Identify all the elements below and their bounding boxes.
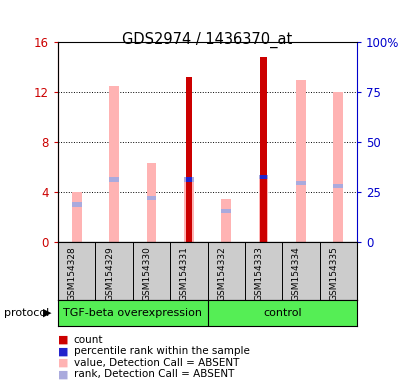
Text: ■: ■ (58, 335, 68, 345)
Bar (259, 177, 269, 242)
Text: count: count (74, 335, 103, 345)
Text: TGF-beta overexpression: TGF-beta overexpression (63, 308, 202, 318)
Text: GSM154331: GSM154331 (180, 247, 189, 301)
Text: ▶: ▶ (43, 308, 51, 318)
Bar (221, 200, 231, 242)
Bar (260, 175, 267, 179)
Bar (186, 77, 192, 242)
Text: rank, Detection Call = ABSENT: rank, Detection Call = ABSENT (74, 369, 234, 379)
Text: ■: ■ (58, 358, 68, 368)
Text: GSM154334: GSM154334 (292, 247, 301, 301)
Bar (109, 177, 119, 182)
Bar (259, 175, 269, 179)
Bar (146, 196, 156, 200)
Text: GSM154332: GSM154332 (217, 247, 226, 301)
Text: GSM154330: GSM154330 (142, 247, 151, 301)
Text: value, Detection Call = ABSENT: value, Detection Call = ABSENT (74, 358, 239, 368)
Bar (333, 184, 343, 188)
Bar (221, 209, 231, 213)
Bar (260, 57, 267, 242)
Bar (296, 181, 306, 185)
Bar (72, 192, 82, 242)
Text: GSM154329: GSM154329 (105, 247, 114, 301)
Bar (72, 202, 82, 207)
Text: GSM154333: GSM154333 (254, 247, 264, 301)
Text: GSM154335: GSM154335 (329, 247, 338, 301)
Text: protocol: protocol (4, 308, 49, 318)
Bar (186, 177, 192, 182)
Text: ■: ■ (58, 346, 68, 356)
Bar (184, 177, 194, 182)
Text: ■: ■ (58, 369, 68, 379)
Text: percentile rank within the sample: percentile rank within the sample (74, 346, 250, 356)
Bar (333, 92, 343, 242)
Text: control: control (263, 308, 302, 318)
Text: GSM154328: GSM154328 (68, 247, 77, 301)
Bar (184, 180, 194, 242)
Bar (109, 86, 119, 242)
Text: GDS2974 / 1436370_at: GDS2974 / 1436370_at (122, 31, 293, 48)
Bar (296, 80, 306, 242)
Bar (146, 163, 156, 242)
